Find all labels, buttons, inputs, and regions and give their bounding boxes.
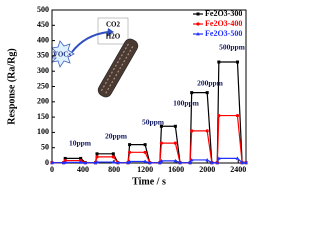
marker (235, 60, 239, 64)
marker (116, 160, 120, 165)
marker (147, 160, 152, 165)
legend-marker (196, 22, 200, 26)
marker (95, 152, 99, 156)
marker (189, 157, 194, 162)
marker (95, 160, 99, 164)
marker (143, 150, 147, 154)
inset-label: H2O (106, 33, 121, 41)
legend-label: Fe2O3-400 (205, 19, 242, 28)
x-tick-label: 1200 (137, 165, 153, 174)
marker (217, 113, 221, 118)
x-tick-label: 400 (77, 165, 89, 174)
y-tick-label: 200 (37, 97, 49, 106)
marker (190, 129, 194, 133)
concentration-label: 50ppm (142, 118, 165, 127)
concentration-label: 20ppm (105, 132, 128, 141)
marker (143, 143, 147, 147)
marker (173, 141, 177, 145)
concentration-label: 100ppm (173, 99, 200, 108)
inset-label: VOCs (53, 51, 71, 59)
x-tick-label: 2400 (230, 165, 246, 174)
legend-label: Fe2O3-500 (205, 29, 242, 38)
y-tick-label: 450 (37, 20, 49, 29)
x-axis-label: Time / s (132, 176, 166, 187)
marker (79, 156, 83, 160)
marker (235, 156, 240, 160)
marker (215, 160, 220, 165)
marker (128, 150, 132, 154)
marker (210, 160, 214, 165)
x-tick-label: 1600 (168, 165, 184, 174)
y-tick-label: 0 (45, 158, 49, 167)
marker (50, 160, 54, 165)
y-tick-label: 300 (37, 66, 49, 75)
marker (158, 160, 162, 165)
marker (159, 124, 163, 128)
legend-marker (196, 32, 200, 36)
y-tick-label: 350 (37, 51, 49, 60)
legend-label: Fe2O3-300 (205, 9, 242, 18)
marker (127, 159, 132, 163)
arrow-head (107, 28, 114, 36)
marker (190, 91, 194, 95)
inset-label: CO2 (106, 21, 121, 29)
marker (143, 159, 147, 163)
legend-marker (196, 12, 200, 16)
marker (188, 160, 192, 165)
product-box (97, 17, 129, 45)
inset-illustration (50, 17, 139, 98)
voc-burst (50, 40, 75, 68)
rod-body (97, 38, 139, 98)
y-tick-label: 50 (41, 143, 49, 152)
marker (240, 160, 244, 165)
concentration-label: 10ppm (69, 139, 92, 148)
y-axis-label: Response (Ra/Rg) (6, 48, 17, 124)
y-tick-label: 500 (37, 5, 49, 14)
marker (205, 91, 209, 95)
concentration-label: 500ppm (219, 43, 246, 52)
x-tick-label: 2000 (199, 165, 215, 174)
arrow (71, 31, 109, 53)
marker (78, 160, 83, 164)
nanorod (97, 38, 139, 98)
chart: 0 50 100 150 200 250 300 350 400 450 500 0 400 800 120… (6, 5, 248, 187)
marker (159, 141, 164, 145)
marker (111, 155, 115, 159)
marker (178, 160, 182, 165)
concentration-label: 200ppm (197, 79, 224, 88)
marker (205, 129, 209, 133)
x-tick-label: 800 (108, 165, 120, 174)
x-tick-label: 0 (50, 165, 54, 174)
marker (128, 143, 132, 147)
y-tick-label: 400 (37, 35, 49, 44)
marker (205, 157, 209, 162)
marker (126, 160, 130, 165)
marker (173, 124, 177, 128)
marker (83, 160, 88, 165)
marker (159, 158, 164, 163)
marker (173, 158, 178, 163)
marker (63, 156, 67, 160)
marker (244, 160, 248, 165)
marker (217, 156, 221, 160)
y-tick-label: 150 (37, 112, 49, 121)
y-tick-label: 100 (37, 127, 49, 136)
y-tick-label: 250 (37, 81, 49, 90)
marker (217, 60, 221, 64)
marker (235, 113, 240, 118)
marker (111, 152, 115, 156)
marker (111, 160, 116, 164)
marker (95, 155, 99, 159)
marker (63, 160, 67, 164)
